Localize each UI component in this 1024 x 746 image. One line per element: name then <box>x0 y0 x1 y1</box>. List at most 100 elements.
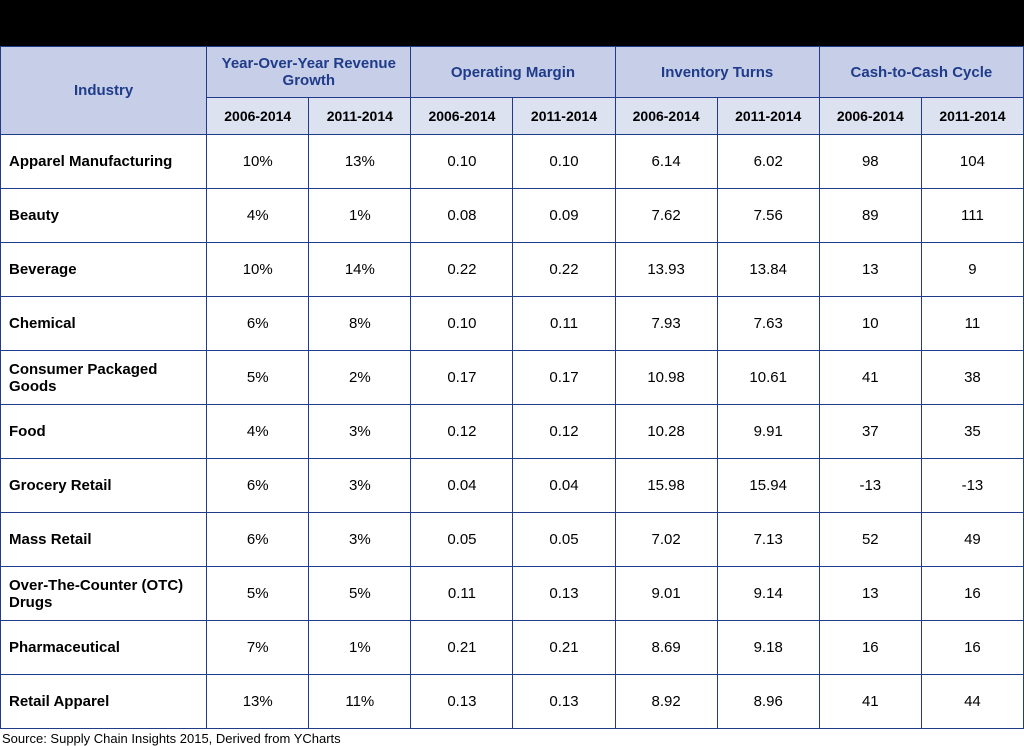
cell-value: 37 <box>819 405 921 459</box>
header-group-row: Industry Year-Over-Year Revenue Growth O… <box>1 47 1024 98</box>
cell-value: 14% <box>309 243 411 297</box>
table-row: Mass Retail6%3%0.050.057.027.135249 <box>1 513 1024 567</box>
table-row: Beverage10%14%0.220.2213.9313.84139 <box>1 243 1024 297</box>
cell-value: 11% <box>309 675 411 729</box>
cell-value: 0.12 <box>411 405 513 459</box>
cell-value: 0.11 <box>513 297 615 351</box>
cell-value: 6% <box>207 297 309 351</box>
col-cash-cycle: Cash-to-Cash Cycle <box>819 47 1023 98</box>
cell-value: 10.61 <box>717 351 819 405</box>
cell-value: 0.22 <box>513 243 615 297</box>
cell-value: 6% <box>207 513 309 567</box>
cell-value: 0.04 <box>513 459 615 513</box>
cell-value: 8.92 <box>615 675 717 729</box>
table-body: Apparel Manufacturing10%13%0.100.106.146… <box>1 135 1024 729</box>
cell-value: 6.02 <box>717 135 819 189</box>
sub-header: 2006-2014 <box>615 98 717 135</box>
table-row: Apparel Manufacturing10%13%0.100.106.146… <box>1 135 1024 189</box>
cell-value: 9.01 <box>615 567 717 621</box>
cell-value: 10.98 <box>615 351 717 405</box>
cell-value: 35 <box>921 405 1023 459</box>
cell-value: 10 <box>819 297 921 351</box>
cell-value: 0.22 <box>411 243 513 297</box>
cell-value: 44 <box>921 675 1023 729</box>
col-industry: Industry <box>1 47 207 135</box>
cell-value: 0.08 <box>411 189 513 243</box>
row-label: Grocery Retail <box>1 459 207 513</box>
col-inventory-turns: Inventory Turns <box>615 47 819 98</box>
cell-value: 15.94 <box>717 459 819 513</box>
table-row: Grocery Retail6%3%0.040.0415.9815.94-13-… <box>1 459 1024 513</box>
cell-value: 0.10 <box>411 135 513 189</box>
cell-value: 7.62 <box>615 189 717 243</box>
cell-value: 3% <box>309 513 411 567</box>
sub-header: 2011-2014 <box>309 98 411 135</box>
cell-value: 13% <box>207 675 309 729</box>
sub-header: 2011-2014 <box>513 98 615 135</box>
cell-value: 0.04 <box>411 459 513 513</box>
cell-value: 0.13 <box>513 567 615 621</box>
cell-value: 1% <box>309 621 411 675</box>
cell-value: 0.17 <box>513 351 615 405</box>
cell-value: 1% <box>309 189 411 243</box>
cell-value: 10% <box>207 243 309 297</box>
cell-value: 98 <box>819 135 921 189</box>
cell-value: 11 <box>921 297 1023 351</box>
cell-value: 8.96 <box>717 675 819 729</box>
cell-value: 8% <box>309 297 411 351</box>
cell-value: 3% <box>309 405 411 459</box>
cell-value: 2% <box>309 351 411 405</box>
row-label: Beauty <box>1 189 207 243</box>
table-row: Retail Apparel13%11%0.130.138.928.964144 <box>1 675 1024 729</box>
row-label: Mass Retail <box>1 513 207 567</box>
cell-value: 10% <box>207 135 309 189</box>
row-label: Pharmaceutical <box>1 621 207 675</box>
cell-value: 0.13 <box>513 675 615 729</box>
source-text: Source: Supply Chain Insights 2015, Deri… <box>0 729 1024 746</box>
cell-value: 4% <box>207 405 309 459</box>
cell-value: 13 <box>819 567 921 621</box>
cell-value: 104 <box>921 135 1023 189</box>
cell-value: 13.84 <box>717 243 819 297</box>
cell-value: 41 <box>819 351 921 405</box>
col-revenue-growth: Year-Over-Year Revenue Growth <box>207 47 411 98</box>
table-header: Industry Year-Over-Year Revenue Growth O… <box>1 47 1024 135</box>
sub-header: 2011-2014 <box>717 98 819 135</box>
cell-value: 0.05 <box>411 513 513 567</box>
cell-value: 9.18 <box>717 621 819 675</box>
table-row: Over-The-Counter (OTC) Drugs5%5%0.110.13… <box>1 567 1024 621</box>
cell-value: 4% <box>207 189 309 243</box>
cell-value: 41 <box>819 675 921 729</box>
table-row: Pharmaceutical7%1%0.210.218.699.181616 <box>1 621 1024 675</box>
cell-value: 0.21 <box>411 621 513 675</box>
row-label: Over-The-Counter (OTC) Drugs <box>1 567 207 621</box>
cell-value: 0.11 <box>411 567 513 621</box>
cell-value: 7.56 <box>717 189 819 243</box>
cell-value: 0.09 <box>513 189 615 243</box>
cell-value: 5% <box>207 351 309 405</box>
sub-header: 2006-2014 <box>207 98 309 135</box>
cell-value: -13 <box>921 459 1023 513</box>
cell-value: 7.93 <box>615 297 717 351</box>
cell-value: 9.91 <box>717 405 819 459</box>
cell-value: 0.17 <box>411 351 513 405</box>
cell-value: 13% <box>309 135 411 189</box>
cell-value: 9 <box>921 243 1023 297</box>
cell-value: 52 <box>819 513 921 567</box>
cell-value: 0.05 <box>513 513 615 567</box>
cell-value: 5% <box>309 567 411 621</box>
row-label: Food <box>1 405 207 459</box>
cell-value: 10.28 <box>615 405 717 459</box>
cell-value: 13 <box>819 243 921 297</box>
cell-value: 7.02 <box>615 513 717 567</box>
cell-value: 9.14 <box>717 567 819 621</box>
row-label: Apparel Manufacturing <box>1 135 207 189</box>
table-row: Consumer Packaged Goods5%2%0.170.1710.98… <box>1 351 1024 405</box>
cell-value: 3% <box>309 459 411 513</box>
cell-value: 16 <box>921 567 1023 621</box>
cell-value: 15.98 <box>615 459 717 513</box>
cell-value: 0.12 <box>513 405 615 459</box>
cell-value: 5% <box>207 567 309 621</box>
cell-value: 38 <box>921 351 1023 405</box>
cell-value: 7.63 <box>717 297 819 351</box>
